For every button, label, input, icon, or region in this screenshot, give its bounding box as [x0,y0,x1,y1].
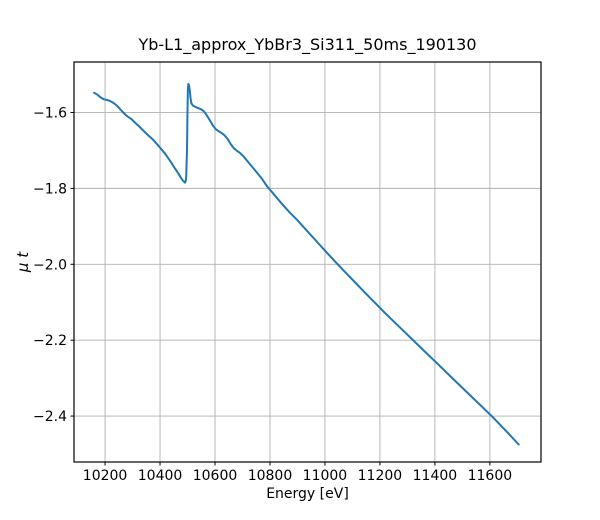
x-axis-label: Energy [eV] [266,486,349,502]
axes-spines [73,61,542,463]
x-tick-label: 10200 [83,468,128,484]
y-tick-label: −2.0 [33,257,67,273]
x-tick-label: 10800 [248,468,293,484]
x-tick-label: 11400 [413,468,458,484]
y-tick-label: −2.4 [33,409,67,425]
x-tick-label: 11600 [468,468,513,484]
x-tick-label: 11200 [358,468,403,484]
data-line [93,83,520,446]
y-tick-label: −2.2 [33,333,67,349]
x-tick-label: 11000 [303,468,348,484]
y-tick-label: −1.8 [33,181,67,197]
chart-title: Yb-L1_approx_YbBr3_Si311_50ms_190130 [138,35,477,54]
x-tick-label: 10400 [138,468,183,484]
y-tick-label: −1.6 [33,105,67,121]
x-tick-label: 10600 [193,468,238,484]
